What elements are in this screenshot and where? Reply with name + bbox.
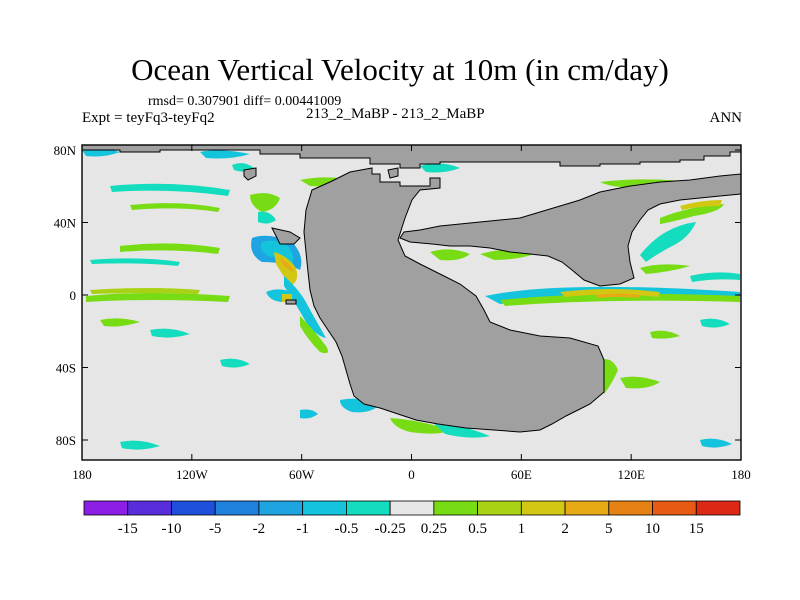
y-tick-label: 80N	[54, 143, 77, 158]
colorbar-label: 0.5	[468, 521, 487, 537]
x-tick-label: 120W	[176, 467, 209, 482]
colorbar-label: 5	[605, 521, 613, 537]
colorbar-swatch	[652, 500, 697, 516]
colorbar-swatch	[389, 500, 435, 516]
y-tick-label: 0	[70, 288, 77, 303]
colorbar-swatch	[83, 500, 129, 516]
colorbar-swatch	[520, 500, 566, 516]
y-tick-label: 40S	[56, 361, 76, 376]
x-tick-label: 60W	[289, 467, 315, 482]
latitude-axis: 80N 40N 0 40S 80S	[54, 143, 741, 448]
colorbar-label: -10	[161, 521, 181, 537]
west-islet	[271, 227, 301, 245]
x-tick-label: 120E	[617, 467, 645, 482]
y-tick-label: 80S	[56, 433, 76, 448]
colorbar-label: 2	[561, 521, 569, 537]
colorbar: -15 -10 -5 -2 -1 -0.5 -0.25 0.25 0.5 1 2 5 10 15	[83, 500, 741, 537]
west-continent	[303, 167, 605, 433]
x-tick-label: 180	[72, 467, 92, 482]
north-island-1	[243, 167, 257, 181]
colorbar-swatch	[302, 500, 347, 516]
colorbar-label: -0.25	[375, 521, 406, 537]
colorbar-label: -2	[253, 521, 266, 537]
colorbar-swatch	[171, 500, 216, 516]
land-masses	[82, 145, 741, 433]
longitude-axis: 180 120W 60W 0 60E 120E 180	[72, 145, 751, 482]
colorbar-swatch	[477, 500, 522, 516]
x-tick-label: 180	[731, 467, 751, 482]
colorbar-label: 15	[689, 521, 704, 537]
colorbar-label: 1	[518, 521, 526, 537]
y-tick-label: 40N	[54, 216, 77, 231]
colorbar-label: -0.5	[335, 521, 359, 537]
colorbar-label: -15	[118, 521, 138, 537]
colorbar-swatch	[433, 500, 479, 516]
east-continent	[399, 173, 741, 287]
case-label: 213_2_MaBP - 213_2_MaBP	[306, 106, 485, 122]
west-islet-2	[285, 299, 297, 305]
colorbar-label: 0.25	[421, 521, 447, 537]
velocity-contours	[82, 148, 740, 450]
colorbar-swatch	[695, 500, 741, 516]
map-panel	[81, 144, 742, 461]
colorbar-swatch	[214, 500, 260, 516]
colorbar-label: 10	[645, 521, 660, 537]
colorbar-swatch	[345, 500, 391, 516]
season-label: ANN	[709, 110, 743, 126]
colorbar-label: -1	[296, 521, 309, 537]
plot-title: Ocean Vertical Velocity at 10m (in cm/da…	[131, 52, 669, 87]
x-tick-label: 60E	[511, 467, 532, 482]
x-tick-label: 0	[408, 467, 415, 482]
colorbar-swatch	[258, 500, 304, 516]
colorbar-swatch	[564, 500, 610, 516]
north-island-2	[387, 167, 399, 179]
colorbar-swatch	[127, 500, 172, 516]
colorbar-label: -5	[209, 521, 222, 537]
stats-label: rmsd= 0.307901 diff= 0.00441009	[148, 94, 342, 109]
experiment-label: Expt = teyFq3-teyFq2	[82, 110, 215, 126]
north-polar-land	[82, 145, 741, 169]
colorbar-swatch	[608, 500, 653, 516]
